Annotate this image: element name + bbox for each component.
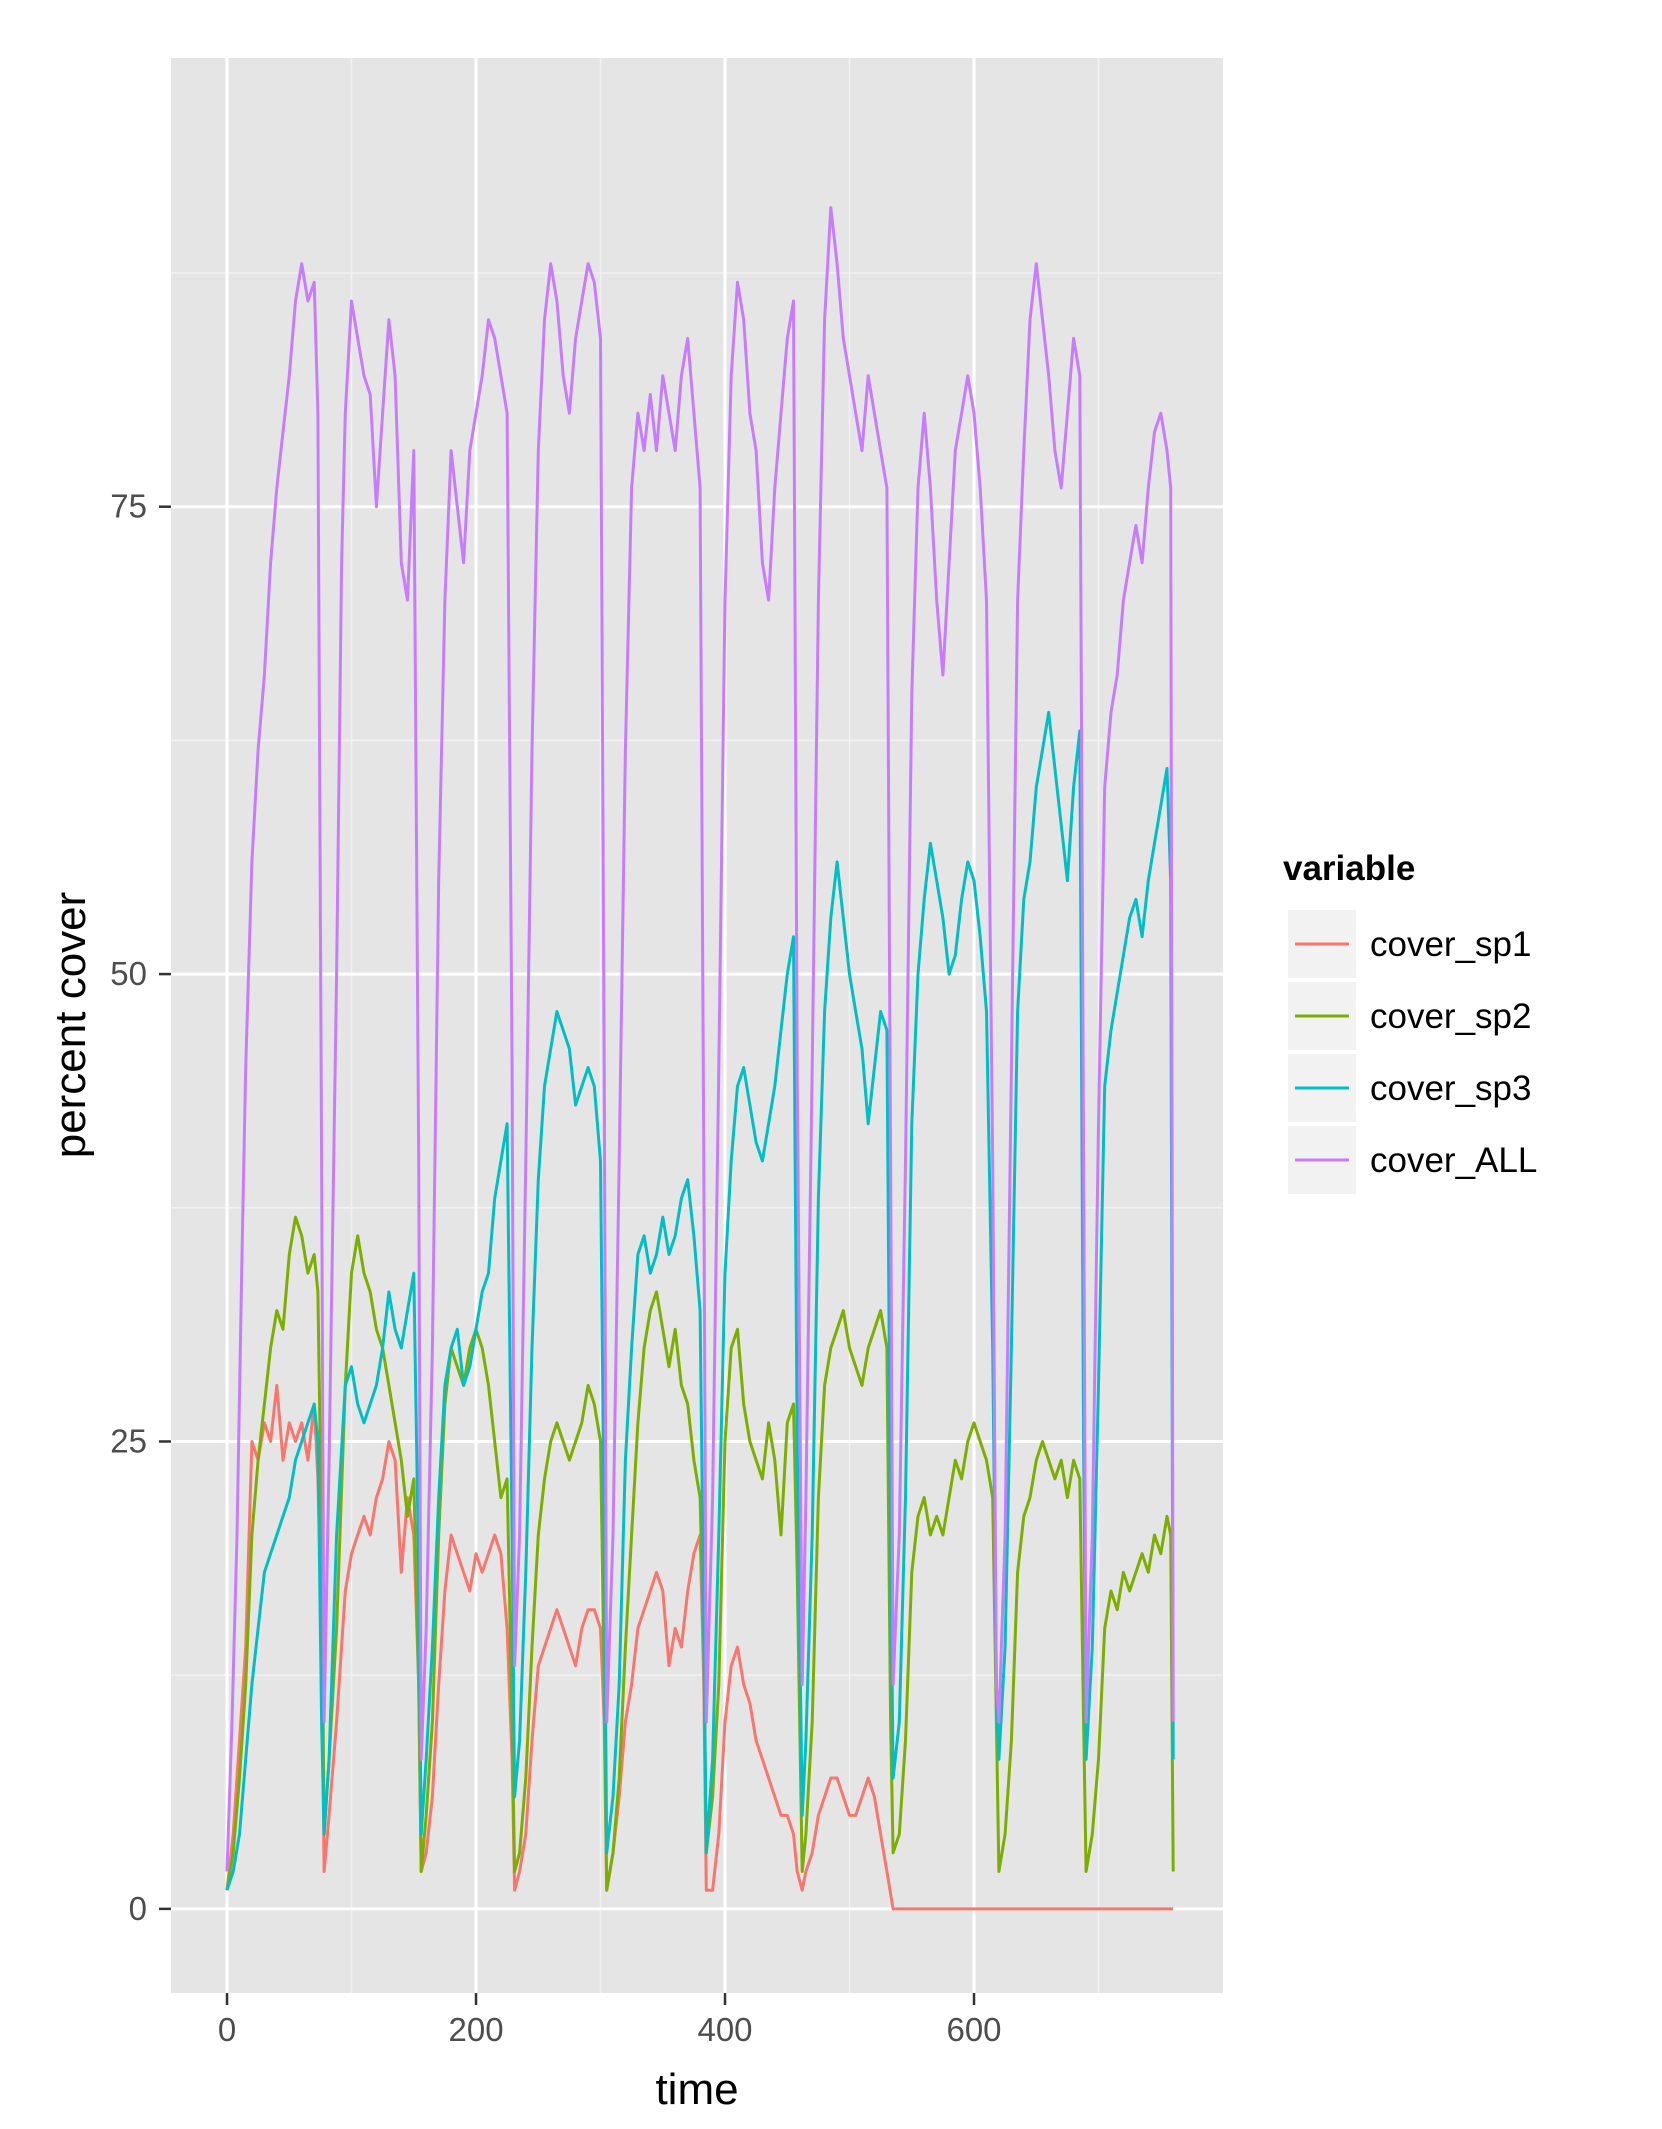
series-line-cover_sp1	[225, 1383, 1174, 1911]
series-line-cover_sp3	[225, 710, 1175, 1891]
x-tick-label: 200	[448, 2011, 503, 2048]
y-tick-label: 0	[129, 1890, 147, 1927]
y-tick-label: 50	[110, 955, 147, 992]
y-axis-title: percent cover	[46, 892, 95, 1159]
x-tick-label: 400	[697, 2011, 752, 2048]
legend-label-cover_sp2: cover_sp2	[1370, 997, 1531, 1036]
x-axis: 0 200 400 600	[218, 1993, 1002, 2048]
x-tick-label: 0	[218, 2011, 236, 2048]
legend-title: variable	[1283, 849, 1415, 888]
legend: variable cover_sp1cover_sp2cover_sp3cove…	[1283, 849, 1537, 1194]
plot-panel	[171, 58, 1223, 1993]
legend-items: cover_sp1 cover_sp2 cover_sp3 cover_ALL	[1288, 910, 1537, 1194]
series-line-cover_ALL	[225, 206, 1175, 1872]
y-axis: 0 25 50 75	[110, 488, 171, 1927]
y-tick-label: 75	[110, 488, 147, 525]
y-tick-label: 25	[110, 1422, 147, 1459]
x-axis-title: time	[655, 2065, 738, 2114]
legend-label-cover_ALL: cover_ALL	[1370, 1141, 1537, 1180]
legend-label-cover_sp1: cover_sp1	[1370, 925, 1531, 964]
series-lines	[225, 206, 1175, 1911]
legend-label-cover_sp3: cover_sp3	[1370, 1069, 1531, 1108]
x-tick-label: 600	[946, 2011, 1001, 2048]
grid-major	[171, 58, 1223, 1993]
